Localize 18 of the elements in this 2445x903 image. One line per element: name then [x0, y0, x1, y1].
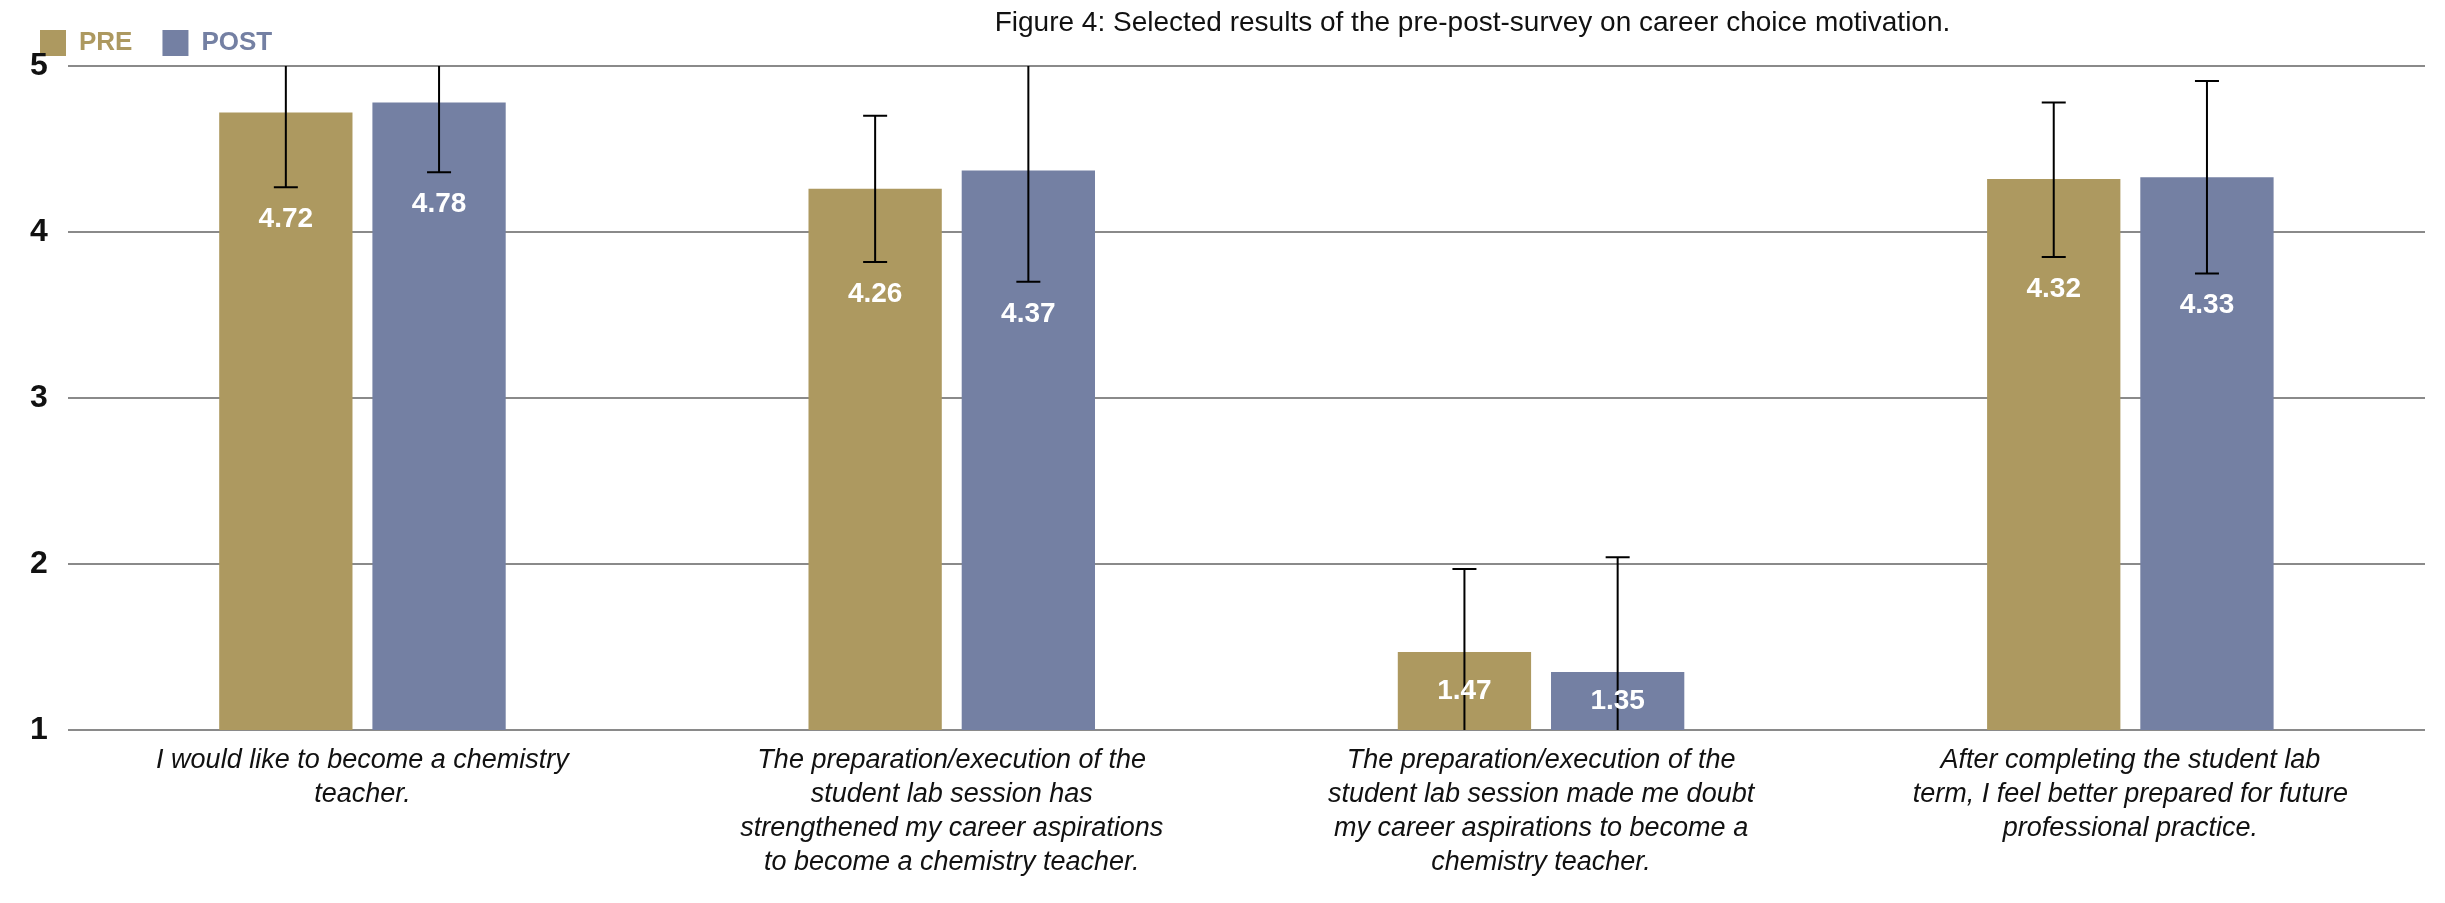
data-label: 4.33	[2179, 288, 2235, 320]
data-label: 4.37	[1001, 296, 1056, 328]
chart-title: Figure 4: Selected results of the pre-post-survey on career choice motivation.	[993, 6, 1952, 38]
y-tick-label: 2	[30, 543, 48, 580]
legend-label: PRE	[79, 26, 133, 57]
y-tick-label: 3	[30, 377, 48, 414]
y-tick-label: 5	[30, 45, 48, 82]
data-label: 4.26	[847, 276, 903, 308]
legend-label: POST	[201, 26, 273, 57]
x-tick-label: The preparation/execution of the student lab session made me doubt my career aspirations to become a chemistry teacher.	[1327, 744, 1756, 876]
x-tick-label: The preparation/execution of the student lab session has strengthened my career aspirations to become a chemistry teacher.	[740, 744, 1164, 876]
y-tick-label: 1	[30, 709, 48, 746]
x-tick-label: I would like to become a chemistry teacher.	[156, 744, 571, 809]
data-label: 4.72	[258, 201, 314, 233]
x-tick-label: After completing the student lab term, I feel better prepared for future professional practice.	[1912, 744, 2348, 842]
data-label: 4.78	[411, 186, 467, 218]
y-tick-label: 4	[30, 211, 48, 248]
data-label: 4.32	[2026, 271, 2081, 303]
